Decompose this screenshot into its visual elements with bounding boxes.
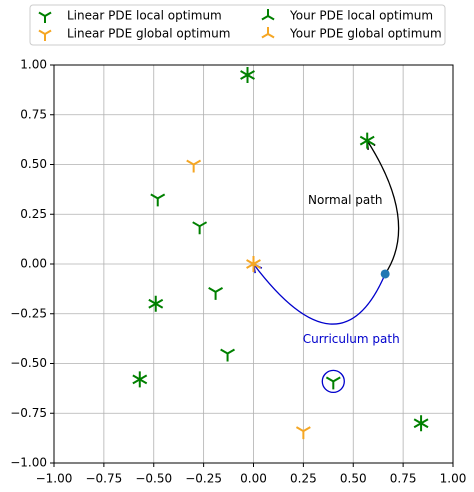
x-tick-label: 1.00 [440,472,467,486]
y-tick-label: −1.00 [10,456,47,470]
marker [295,426,311,440]
marker-shape [132,371,148,385]
marker [359,135,375,149]
marker-shape [192,221,208,235]
x-tick-label: −0.25 [185,472,222,486]
y-tick-label: 0.50 [20,157,47,171]
marker [186,159,202,173]
marker-shape [38,29,52,41]
marker [38,11,52,23]
marker-shape [208,286,224,300]
marker-shape [220,348,235,362]
marker-shape [295,426,311,440]
marker-shape [148,295,164,309]
marker-shape [38,11,52,23]
marker-shape [150,193,166,207]
marker-shape [240,70,255,83]
marker-shape [186,159,202,173]
y-tick-label: −0.75 [10,406,47,420]
marker [325,376,341,390]
marker-shape [240,66,255,80]
marker [132,374,148,388]
y-tick-label: 0.00 [20,257,47,271]
marker [240,66,255,80]
x-tick-label: −0.50 [135,472,172,486]
marker [246,256,261,269]
x-tick-label: 0.25 [290,472,317,486]
path-label: Normal path [308,193,383,207]
path-curve [367,141,400,275]
legend-box [29,4,446,46]
marker [208,286,224,300]
legend-label: Linear PDE local optimum [67,9,222,23]
marker-shape [261,27,275,39]
y-tick-label: −0.25 [10,306,47,320]
start-point [380,269,390,279]
legend-label: Your PDE local optimum [289,9,433,23]
marker-shape [132,374,148,388]
marker [148,298,164,312]
marker-shape [413,418,429,432]
y-tick-label: −0.50 [10,356,47,370]
marker [132,371,148,385]
marker [261,27,275,39]
x-tick-label: −0.75 [85,472,122,486]
plot-frame [53,64,454,464]
marker-shape [148,298,164,312]
y-tick-label: 0.25 [20,207,47,221]
marker [413,418,429,432]
legend-label: Your PDE global optimum [289,27,442,41]
marker [192,221,208,235]
marker-shape [246,259,261,272]
x-tick-label: −1.00 [36,472,73,486]
marker [246,259,261,272]
y-tick-label: 1.00 [20,58,47,72]
marker [359,132,375,146]
path-label: Curriculum path [303,332,400,346]
x-tick-label: 0.75 [390,472,417,486]
marker-shape [325,376,341,390]
legend-label: Linear PDE global optimum [67,27,230,41]
marker-shape [261,9,275,21]
marker-shape [413,415,429,429]
marker [261,9,275,21]
marker-shape [359,132,375,146]
highlight-circle [321,369,345,394]
marker-shape [246,256,261,269]
marker [240,70,255,83]
marker [150,193,166,207]
marker [220,348,235,362]
y-tick-label: 0.75 [20,107,47,121]
marker-shape [359,135,375,149]
path-curve [254,264,386,325]
x-tick-label: 0.00 [240,472,267,486]
marker [413,415,429,429]
marker [148,295,164,309]
marker [38,29,52,41]
x-tick-label: 0.50 [340,472,367,486]
